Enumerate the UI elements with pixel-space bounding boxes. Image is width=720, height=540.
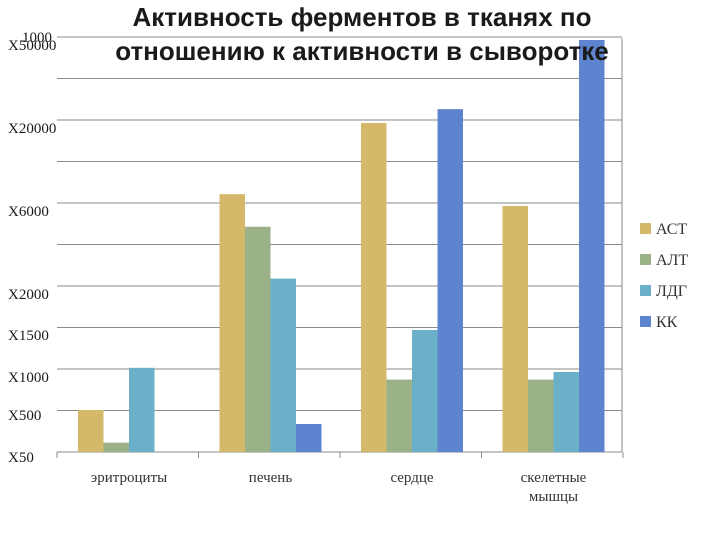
- bar: [245, 226, 271, 452]
- bar: [579, 40, 605, 452]
- bar: [361, 123, 387, 452]
- y-tick-label: X20000: [8, 121, 56, 137]
- y-axis-label-panel: [8, 30, 54, 472]
- legend: АСТ АЛТ ЛДГ КК: [640, 221, 688, 331]
- y-tick-label: X500: [8, 408, 41, 424]
- bar: [219, 194, 245, 452]
- chart-title-line-1: Активность ферментов в тканях по: [133, 2, 592, 32]
- bar: [103, 442, 129, 452]
- y-tick-label: X1500: [8, 328, 49, 344]
- bar: [129, 367, 155, 452]
- x-tick-label: эритроциты: [91, 470, 167, 486]
- legend-swatch: [640, 316, 651, 327]
- legend-label: АСТ: [656, 221, 687, 238]
- x-tick-label: печень: [249, 470, 293, 486]
- x-tick-label: сердце: [390, 470, 433, 486]
- bars: [78, 40, 605, 453]
- y-tick-label: X2000: [8, 287, 49, 303]
- legend-swatch: [640, 254, 651, 265]
- bar: [502, 206, 528, 452]
- y-tick-label: X50000: [8, 38, 56, 54]
- bar: [528, 379, 554, 452]
- x-tick-label: скелетные мышцы: [521, 470, 587, 505]
- y-tick-label: X50: [8, 450, 34, 466]
- bar: [437, 109, 463, 453]
- y-tick-label: X1000: [8, 370, 49, 386]
- x-tick-labels: эритроциты печень сердце скелетные мышцы: [91, 470, 587, 505]
- bar: [412, 330, 438, 452]
- legend-label: КК: [656, 314, 678, 331]
- axis-top-label: 1000: [22, 30, 52, 46]
- y-tick-labels: X50000 X20000 X6000 X2000 X1500 X1000 X500 X50: [8, 38, 56, 466]
- bar: [386, 379, 412, 452]
- chart-title-line-2: отношению к активности в сыворотке: [115, 36, 609, 66]
- bar: [270, 278, 296, 452]
- bar: [553, 372, 579, 452]
- legend-swatch: [640, 285, 651, 296]
- legend-swatch: [640, 223, 651, 234]
- legend-label: АЛТ: [656, 252, 688, 269]
- y-tick-label: X6000: [8, 204, 49, 220]
- bar: [78, 410, 104, 452]
- bar: [296, 424, 322, 452]
- legend-label: ЛДГ: [656, 283, 687, 300]
